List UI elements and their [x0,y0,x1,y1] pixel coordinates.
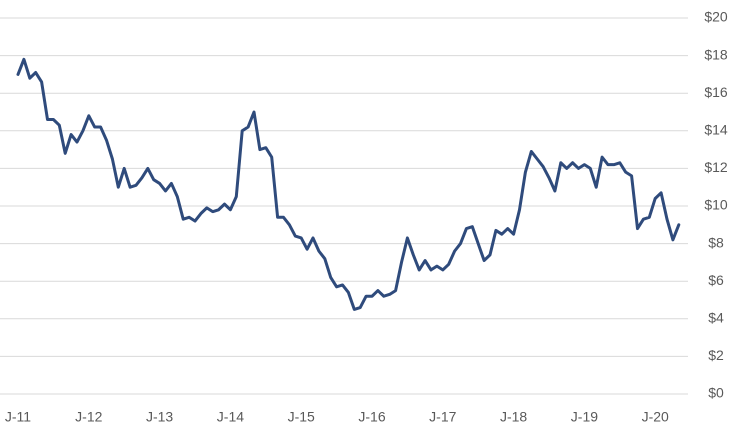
x-tick-label: J-17 [429,409,456,425]
x-tick-label: J-20 [642,409,669,425]
x-tick-label: J-18 [500,409,527,425]
y-tick-label: $8 [708,234,724,250]
x-tick-label: J-19 [571,409,598,425]
y-tick-label: $4 [708,310,724,326]
y-tick-label: $18 [704,46,728,62]
x-tick-label: J-14 [217,409,244,425]
y-tick-label: $10 [704,197,728,213]
x-tick-label: J-16 [358,409,385,425]
y-tick-label: $20 [704,9,728,25]
x-tick-label: J-15 [288,409,315,425]
x-tick-label: J-12 [75,409,102,425]
y-tick-label: $14 [704,122,728,138]
y-tick-label: $2 [708,347,724,363]
data-line [16,57,681,311]
y-tick-label: $6 [708,272,724,288]
y-tick-label: $0 [708,385,724,401]
x-tick-label: J-11 [5,409,31,425]
x-tick-label: J-13 [146,409,173,425]
y-tick-label: $16 [704,84,728,100]
y-tick-label: $12 [704,159,728,175]
